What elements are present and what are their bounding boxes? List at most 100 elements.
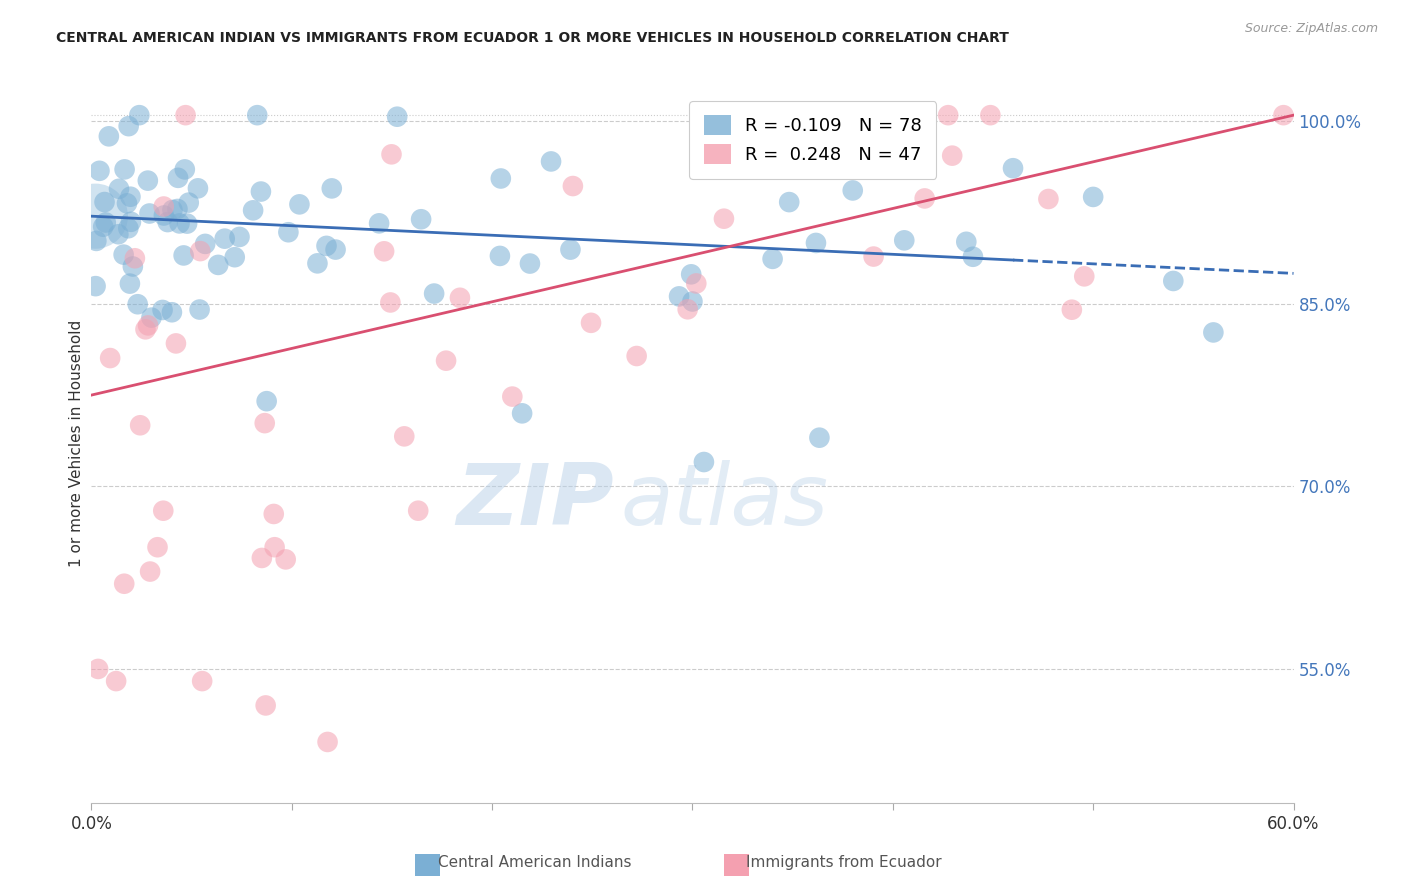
- Point: [561, 179, 583, 194]
- Point: [862, 250, 884, 264]
- Point: [411, 212, 433, 227]
- Point: [188, 302, 211, 317]
- Point: [307, 256, 329, 270]
- Text: CENTRAL AMERICAN INDIAN VS IMMIGRANTS FROM ECUADOR 1 OR MORE VEHICLES IN HOUSEHO: CENTRAL AMERICAN INDIAN VS IMMIGRANTS FR…: [56, 31, 1010, 45]
- Point: [489, 249, 512, 263]
- Point: [207, 258, 229, 272]
- Point: [162, 202, 184, 217]
- Point: [321, 181, 343, 195]
- Point: [141, 310, 163, 325]
- Point: [134, 322, 156, 336]
- Point: [188, 244, 211, 259]
- Point: [89, 164, 111, 178]
- Point: [256, 394, 278, 409]
- Point: [693, 455, 716, 469]
- Point: [127, 297, 149, 311]
- Point: [1202, 326, 1225, 340]
- Point: [250, 185, 273, 199]
- Text: ZIP: ZIP: [457, 459, 614, 542]
- Point: [167, 170, 190, 185]
- Point: [676, 302, 699, 317]
- Point: [120, 190, 142, 204]
- Point: [84, 209, 107, 223]
- Point: [214, 232, 236, 246]
- Point: [136, 173, 159, 187]
- Point: [121, 260, 143, 274]
- Point: [955, 235, 977, 249]
- Point: [579, 316, 602, 330]
- Point: [685, 277, 707, 291]
- Point: [107, 227, 129, 242]
- Legend: R = -0.109   N = 78, R =  0.248   N = 47: R = -0.109 N = 78, R = 0.248 N = 47: [689, 101, 936, 178]
- Point: [173, 162, 195, 177]
- Point: [288, 197, 311, 211]
- Point: [152, 302, 174, 317]
- Point: [315, 239, 337, 253]
- Point: [510, 406, 533, 420]
- Point: [373, 244, 395, 259]
- Text: Source: ZipAtlas.com: Source: ZipAtlas.com: [1244, 22, 1378, 36]
- Point: [165, 336, 187, 351]
- Point: [94, 215, 117, 229]
- Point: [681, 268, 703, 282]
- Point: [1060, 302, 1083, 317]
- Point: [713, 211, 735, 226]
- Point: [668, 289, 690, 303]
- Point: [423, 286, 446, 301]
- Point: [124, 252, 146, 266]
- Point: [146, 540, 169, 554]
- Point: [911, 120, 934, 135]
- Point: [1083, 190, 1105, 204]
- Point: [316, 735, 339, 749]
- Point: [138, 206, 160, 220]
- Point: [1272, 108, 1295, 122]
- Point: [489, 171, 512, 186]
- Point: [263, 507, 285, 521]
- Point: [194, 236, 217, 251]
- Point: [152, 504, 174, 518]
- Y-axis label: 1 or more Vehicles in Household: 1 or more Vehicles in Household: [69, 320, 84, 567]
- Point: [115, 196, 138, 211]
- Point: [277, 225, 299, 239]
- Point: [253, 416, 276, 430]
- Point: [84, 279, 107, 293]
- Point: [941, 148, 963, 162]
- Point: [128, 108, 150, 122]
- Point: [152, 200, 174, 214]
- Text: Central American Indians: Central American Indians: [437, 855, 631, 870]
- Point: [626, 349, 648, 363]
- Text: atlas: atlas: [620, 459, 828, 542]
- Point: [406, 504, 429, 518]
- Point: [228, 230, 250, 244]
- Point: [501, 390, 523, 404]
- Point: [98, 351, 121, 365]
- Point: [368, 216, 391, 230]
- Point: [93, 194, 115, 209]
- Point: [250, 551, 273, 566]
- Point: [169, 216, 191, 230]
- Point: [1163, 274, 1185, 288]
- Point: [519, 256, 541, 270]
- Point: [394, 429, 416, 443]
- Point: [174, 108, 197, 122]
- Point: [120, 215, 142, 229]
- Point: [380, 295, 402, 310]
- Point: [434, 353, 457, 368]
- Point: [914, 191, 936, 205]
- Point: [936, 108, 959, 122]
- Point: [136, 318, 159, 333]
- Point: [139, 565, 162, 579]
- Point: [114, 162, 136, 177]
- Point: [97, 129, 120, 144]
- Point: [91, 219, 114, 234]
- Text: Immigrants from Ecuador: Immigrants from Ecuador: [745, 855, 942, 870]
- Point: [112, 247, 135, 261]
- Point: [778, 195, 800, 210]
- Point: [118, 119, 141, 133]
- Point: [1001, 161, 1024, 176]
- Point: [681, 294, 703, 309]
- Point: [191, 674, 214, 689]
- Point: [153, 209, 176, 223]
- Point: [560, 243, 582, 257]
- Point: [177, 195, 200, 210]
